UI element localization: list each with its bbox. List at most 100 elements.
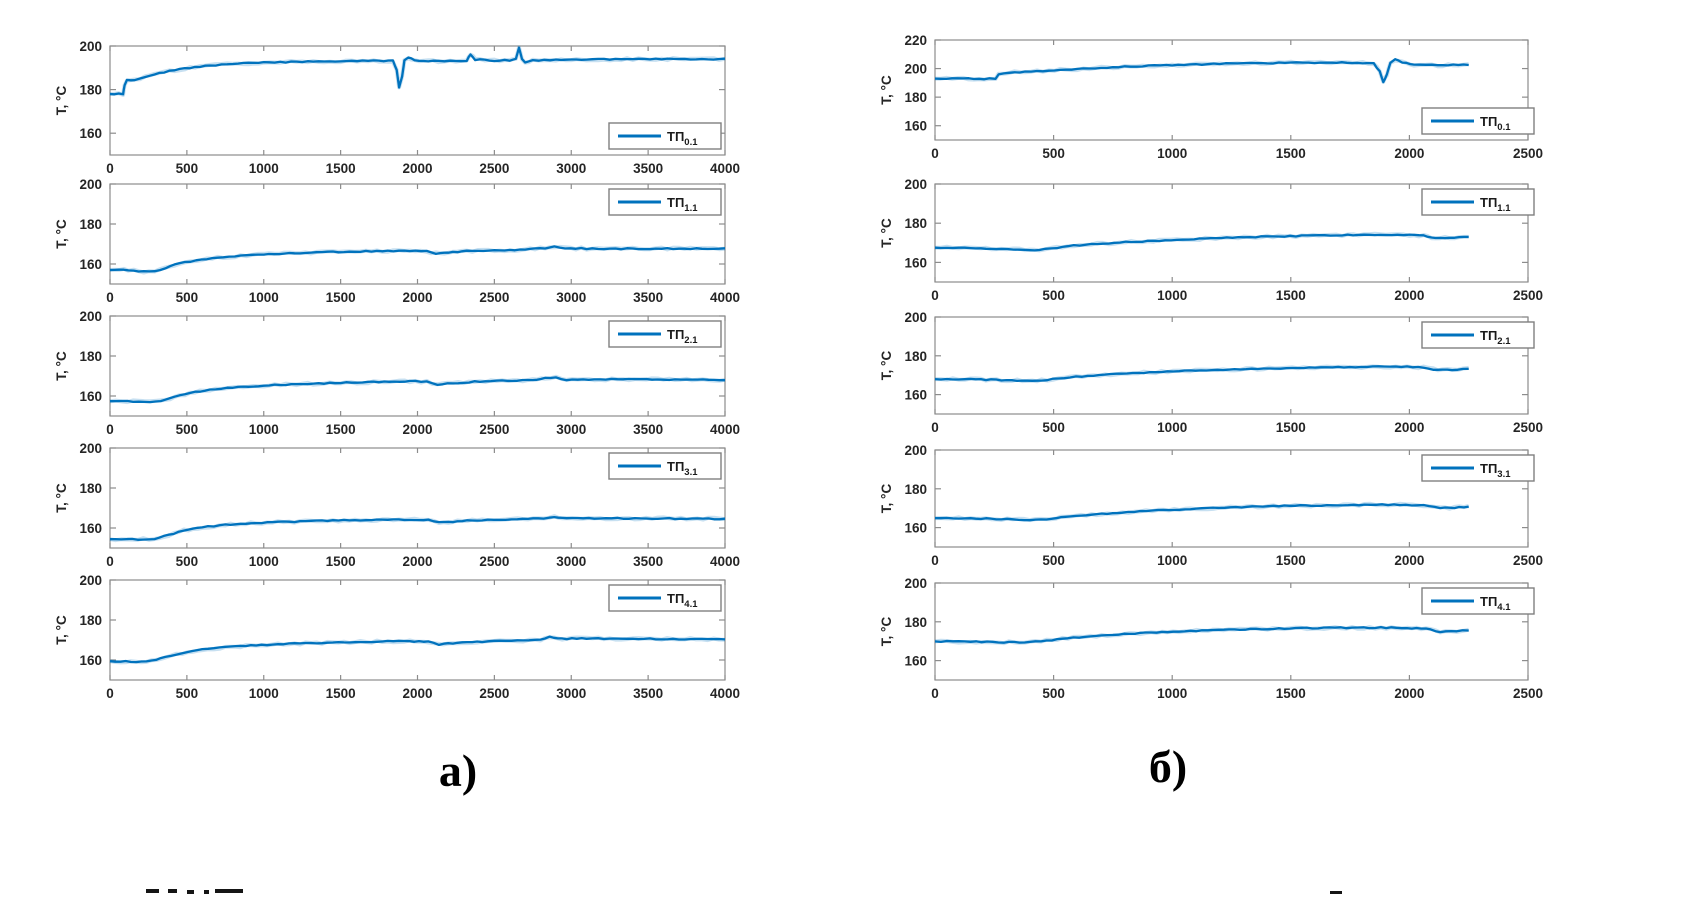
x-tick-label: 3000 [556,290,586,305]
y-tick-label: 160 [904,521,927,536]
x-tick-label: 500 [1042,686,1065,701]
x-tick-label: 1500 [1276,146,1306,161]
subplot-a-3: 0 500 1000 1500 2000 2500 3000 3500 4000 160 180 20… [54,441,740,569]
x-tick-label: 3000 [556,686,586,701]
x-tick-label: 0 [931,288,939,303]
subplot-b-4: 0 500 1000 1500 2000 2500 160 180 200 T, °C ТП4.1 [879,576,1543,701]
legend: ТП0.1 [608,122,722,150]
subplot-a-1: 0 500 1000 1500 2000 2500 3000 3500 4000 160 180 20… [54,177,740,305]
subplot-a-4: 0 500 1000 1500 2000 2500 3000 3500 4000 160 180 20… [54,573,740,701]
y-axis-label: T, °C [54,351,69,381]
x-tick-label: 500 [176,161,199,176]
legend-label-subscript: 0.1 [1497,122,1511,133]
legend-box [1421,107,1535,135]
x-tick-label: 2500 [1513,553,1543,568]
x-tick-label: 500 [176,290,199,305]
subplot-b-3: 0 500 1000 1500 2000 2500 160 180 200 T, °C ТП3.1 [879,443,1543,568]
y-tick-label: 180 [79,481,102,496]
y-tick-label: 160 [79,389,102,404]
legend: ТП2.1 [1421,321,1535,349]
legend-box [608,452,722,480]
y-tick-label: 180 [79,613,102,628]
x-tick-label: 2000 [402,554,432,569]
x-tick-label: 4000 [710,554,740,569]
x-tick-label: 1000 [249,290,279,305]
y-axis-label: T, °C [879,484,894,514]
y-axis-label: T, °C [879,351,894,381]
y-tick-label: 160 [904,388,927,403]
x-tick-label: 0 [106,554,114,569]
x-tick-label: 2000 [1394,553,1424,568]
x-tick-label: 1500 [326,422,356,437]
x-tick-label: 0 [106,422,114,437]
x-tick-label: 0 [106,686,114,701]
y-tick-label: 200 [904,576,927,591]
axes-box [934,183,1529,283]
y-axis-label: T, °C [879,617,894,647]
axes-box [934,449,1529,548]
legend-label-subscript: 0.1 [684,137,698,148]
y-axis-label: T, °C [879,218,894,248]
cropped-caption-fragment [168,889,177,893]
legend-label-subscript: 1.1 [1497,203,1511,214]
caption-right-b: б) [1148,741,1188,792]
legend-label-subscript: 3.1 [1497,469,1511,480]
legend: ТП2.1 [608,320,722,348]
x-tick-label: 1000 [249,161,279,176]
y-tick-label: 160 [904,119,927,134]
subplot-a-0: 0 500 1000 1500 2000 2500 3000 3500 4000 160 180 20… [54,39,740,176]
x-tick-label: 2000 [1394,686,1424,701]
y-tick-label: 200 [79,177,102,192]
y-tick-label: 160 [79,653,102,668]
x-tick-label: 1500 [1276,553,1306,568]
x-tick-label: 3000 [556,422,586,437]
caption-left-a: а) [438,745,478,796]
x-tick-label: 2500 [1513,420,1543,435]
legend: ТП3.1 [1421,454,1535,482]
x-tick-label: 500 [1042,420,1065,435]
y-tick-label: 160 [79,126,102,141]
x-tick-label: 4000 [710,290,740,305]
y-tick-label: 160 [79,257,102,272]
legend-label-subscript: 2.1 [684,335,698,346]
x-tick-label: 2500 [479,554,509,569]
cropped-caption-fragment [215,889,243,893]
y-tick-label: 200 [904,443,927,458]
legend: ТП4.1 [608,584,722,612]
y-tick-label: 200 [79,441,102,456]
legend-box [608,122,722,150]
x-tick-label: 3500 [633,554,663,569]
series-line [109,46,726,96]
y-axis-label: T, °C [879,75,894,105]
y-axis-label: T, °C [54,483,69,513]
legend-label-subscript: 1.1 [684,203,698,214]
x-tick-label: 0 [931,686,939,701]
y-tick-label: 180 [904,90,927,105]
x-tick-label: 2000 [402,161,432,176]
y-tick-label: 200 [79,309,102,324]
legend: ТП1.1 [1421,188,1535,216]
series-line [934,625,1469,644]
x-tick-label: 500 [1042,553,1065,568]
x-tick-label: 3000 [556,554,586,569]
x-tick-label: 1000 [249,686,279,701]
x-tick-label: 1000 [1157,288,1187,303]
x-tick-label: 0 [106,161,114,176]
x-tick-label: 2000 [402,686,432,701]
x-tick-label: 1000 [1157,420,1187,435]
x-tick-label: 0 [931,420,939,435]
x-tick-label: 1500 [326,290,356,305]
y-tick-label: 200 [79,39,102,54]
x-tick-label: 0 [931,553,939,568]
x-tick-label: 1000 [1157,553,1187,568]
series-line [934,233,1469,252]
y-tick-label: 180 [79,217,102,232]
x-tick-label: 3000 [556,161,586,176]
x-tick-label: 4000 [710,161,740,176]
x-tick-label: 1000 [1157,146,1187,161]
x-tick-label: 2500 [1513,686,1543,701]
series-line [934,365,1469,383]
x-tick-label: 3500 [633,422,663,437]
series-line [934,58,1469,84]
